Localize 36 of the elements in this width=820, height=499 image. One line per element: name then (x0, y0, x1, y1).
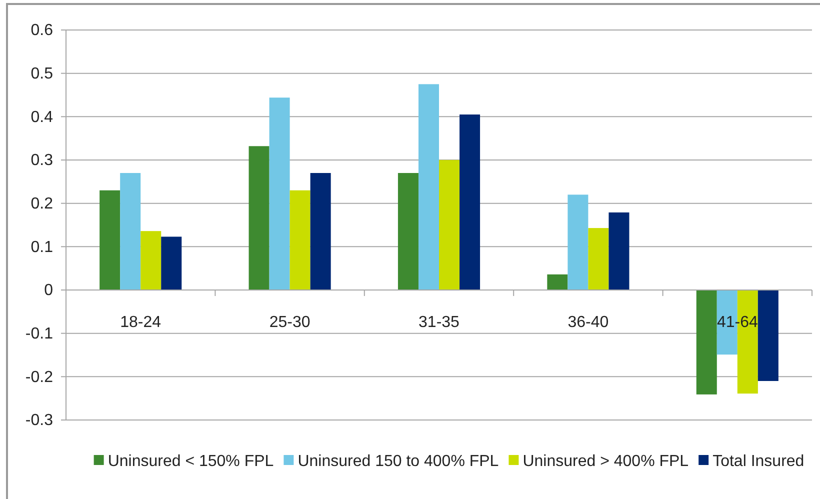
legend-label: Uninsured > 400% FPL (522, 453, 689, 470)
bar (140, 231, 162, 290)
bar (460, 114, 480, 290)
bar (608, 212, 630, 290)
x-tick-label: 31-35 (418, 314, 460, 331)
y-tick-label: 0.4 (30, 108, 54, 126)
x-tick-label: 25-30 (269, 314, 310, 331)
bar (161, 236, 182, 290)
legend-label: Uninsured 150 to 400% FPL (298, 453, 499, 470)
y-tick-label: 0.6 (30, 22, 54, 40)
y-tick-label: -0.3 (25, 412, 54, 430)
y-tick-label: 0 (44, 282, 54, 300)
bar (398, 173, 418, 290)
bar (100, 190, 120, 290)
bar (696, 290, 717, 394)
bar (248, 146, 270, 290)
bar (120, 173, 141, 290)
x-tick-label: 18-24 (120, 314, 162, 331)
y-tick-label: -0.2 (25, 368, 54, 386)
bar (439, 160, 460, 290)
y-tick-label: 0.1 (30, 238, 54, 256)
bar (568, 194, 588, 290)
y-tick-label: 0.5 (30, 65, 54, 82)
y-tick-label: 0.3 (30, 152, 54, 170)
bar (758, 290, 778, 381)
bar (269, 98, 290, 290)
bar (310, 173, 331, 290)
bar (290, 190, 310, 290)
y-tick-label: 0.2 (30, 195, 54, 212)
bar (588, 228, 609, 290)
x-tick-label: 36-40 (568, 314, 609, 331)
bar (547, 274, 568, 290)
bar (418, 84, 439, 290)
legend-label: Total Insured (712, 453, 804, 470)
legend-label: Uninsured < 150% FPL (108, 453, 274, 470)
y-tick-label: -0.1 (25, 325, 54, 342)
